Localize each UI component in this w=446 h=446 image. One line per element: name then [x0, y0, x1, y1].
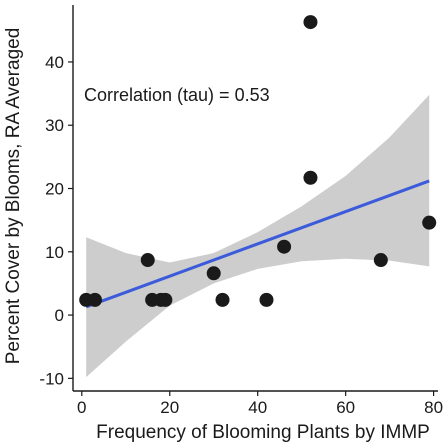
y-tick-label-10: 10: [45, 243, 64, 262]
data-point-14: [422, 215, 437, 230]
data-point-6: [158, 292, 173, 307]
data-point-2: [87, 292, 102, 307]
x-axis-title: Frequency of Blooming Plants by IMMP: [96, 422, 430, 443]
points-layer: [79, 15, 437, 307]
data-point-3: [140, 253, 155, 268]
x-tick-label-20: 20: [160, 398, 179, 417]
correlation-annotation: Correlation (tau) = 0.53: [84, 85, 270, 105]
confidence-band: [86, 94, 430, 378]
data-point-7: [206, 266, 221, 281]
y-tick-label-40: 40: [45, 53, 64, 72]
tick-labels: 0 20 40 60 80 -10 0 10 20 30 40: [39, 53, 443, 417]
y-tick-label-20: 20: [45, 180, 64, 199]
y-tick-label-0: 0: [55, 306, 64, 325]
data-point-12: [303, 170, 318, 185]
x-tick-label-40: 40: [248, 398, 267, 417]
axes: [68, 5, 438, 396]
data-point-11: [303, 15, 318, 30]
y-axis-title: Percent Cover by Blooms, RA Averaged: [3, 28, 24, 365]
data-point-13: [373, 253, 388, 268]
x-tick-label-0: 0: [77, 398, 86, 417]
y-tick-label-30: 30: [45, 116, 64, 135]
fit-line-layer: [85, 179, 430, 309]
x-tick-label-60: 60: [336, 398, 355, 417]
x-tick-label-80: 80: [424, 398, 443, 417]
y-tick-label--10: -10: [39, 369, 64, 388]
regression-line: [85, 179, 430, 309]
data-point-10: [277, 239, 292, 254]
confidence-band-layer: [86, 94, 430, 378]
data-point-9: [259, 292, 274, 307]
data-point-8: [215, 292, 230, 307]
